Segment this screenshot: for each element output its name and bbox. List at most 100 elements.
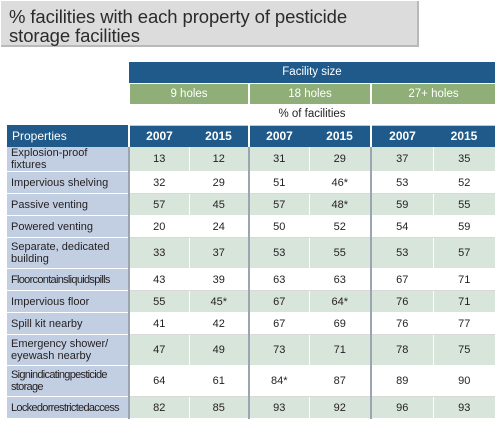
row-label: Lockedorrestrictedaccess <box>7 396 129 419</box>
table-row: Spill kit nearby 41 42 67 69 76 77 <box>7 312 495 335</box>
row-label: Impervious floor <box>7 290 129 313</box>
table-cell: 53 <box>248 237 309 269</box>
table-row: Impervious shelving 32 29 51 46* 53 52 <box>7 171 495 194</box>
table-cell: 63 <box>248 268 309 291</box>
table-cell: 55 <box>432 193 495 216</box>
table-cell: 59 <box>370 193 433 216</box>
page-title-line-1: % facilities with each property of pesti… <box>9 6 348 27</box>
table-cell: 73 <box>248 334 309 366</box>
table-cell: 41 <box>128 312 189 335</box>
table-row: Powered venting 20 24 50 52 54 59 <box>7 215 495 238</box>
table-cell: 13 <box>128 147 189 172</box>
table-cell: 53 <box>370 171 433 194</box>
table-cell: 49 <box>188 334 249 366</box>
table-cell: 67 <box>248 290 309 313</box>
table-cell: 93 <box>248 396 309 419</box>
year-header: 2007 <box>370 125 433 147</box>
table-cell: 37 <box>188 237 249 269</box>
row-label: Powered venting <box>7 215 129 238</box>
table-cell: 57 <box>432 237 495 269</box>
table-cell: 55 <box>308 237 371 269</box>
table-cell: 51 <box>248 171 309 194</box>
table-cell: 71 <box>308 334 371 366</box>
row-label: Floorcontainsliquidspills <box>7 268 129 291</box>
table-cell: 37 <box>370 147 433 172</box>
table-cell: 85 <box>188 396 249 419</box>
table-cell: 52 <box>432 171 495 194</box>
group-header-27-holes: 27+ holes <box>370 83 495 104</box>
row-label: Impervious shelving <box>7 171 129 194</box>
table-cell: 53 <box>370 237 433 269</box>
title-box: % facilities with each property of pesti… <box>1 1 419 47</box>
table-cell: 46* <box>308 171 371 194</box>
table-cell: 42 <box>188 312 249 335</box>
table-cell: 76 <box>370 290 433 313</box>
table-row: Explosion-proof fixtures 13 12 31 29 37 … <box>7 147 495 172</box>
table-cell: 55 <box>128 290 189 313</box>
table-cell: 90 <box>432 365 495 397</box>
table-cell: 96 <box>370 396 433 419</box>
table-cell: 75 <box>432 334 495 366</box>
header-spacer <box>7 104 129 125</box>
table-cell: 35 <box>432 147 495 172</box>
properties-header: Properties <box>7 125 129 147</box>
table-cell: 84* <box>248 365 309 397</box>
table-cell: 24 <box>188 215 249 238</box>
row-label: Separate, dedicated building <box>7 237 129 269</box>
table-cell: 71 <box>432 268 495 291</box>
row-label: Emergency shower/ eyewash nearby <box>7 334 129 366</box>
table-cell: 71 <box>432 290 495 313</box>
table-cell: 12 <box>188 147 249 172</box>
row-label: Passive venting <box>7 193 129 216</box>
facilities-table: Facility size 9 holes 18 holes 27+ holes… <box>7 62 495 419</box>
table-cell: 31 <box>248 147 309 172</box>
table-cell: 50 <box>248 215 309 238</box>
table-cell: 45 <box>188 193 249 216</box>
page-title-line-2: storage facilities <box>9 25 140 46</box>
table-cell: 64 <box>128 365 189 397</box>
table-row: Emergency shower/ eyewash nearby 47 49 7… <box>7 334 495 366</box>
table-row: Impervious floor 55 45* 67 64* 76 71 <box>7 290 495 313</box>
table-cell: 32 <box>128 171 189 194</box>
year-header: 2015 <box>433 125 495 147</box>
row-label: Explosion-proof fixtures <box>7 147 129 172</box>
table-cell: 59 <box>432 215 495 238</box>
table-row: Signindicatingpesticide storage 64 61 84… <box>7 365 495 397</box>
header-spacer <box>7 62 129 83</box>
table-cell: 54 <box>370 215 433 238</box>
year-header: 2007 <box>248 125 309 147</box>
table-cell: 87 <box>308 365 371 397</box>
year-header: 2007 <box>128 125 189 147</box>
table-cell: 78 <box>370 334 433 366</box>
table-row: Separate, dedicated building 33 37 53 55… <box>7 237 495 269</box>
table-cell: 20 <box>128 215 189 238</box>
table-cell: 89 <box>370 365 433 397</box>
group-header-18-holes: 18 holes <box>248 83 371 104</box>
table-cell: 76 <box>370 312 433 335</box>
table-cell: 63 <box>308 268 371 291</box>
table-row: Passive venting 57 45 57 48* 59 55 <box>7 193 495 216</box>
table-cell: 93 <box>432 396 495 419</box>
table-cell: 92 <box>308 396 371 419</box>
table-cell: 77 <box>432 312 495 335</box>
row-label: Signindicatingpesticide storage <box>7 365 129 397</box>
group-header-9-holes: 9 holes <box>128 83 249 104</box>
year-header: 2015 <box>309 125 371 147</box>
table-cell: 39 <box>188 268 249 291</box>
table-cell: 52 <box>308 215 371 238</box>
table-cell: 29 <box>188 171 249 194</box>
table-cell: 57 <box>128 193 189 216</box>
table-cell: 61 <box>188 365 249 397</box>
year-header: 2015 <box>189 125 249 147</box>
table-cell: 45* <box>188 290 249 313</box>
table-row: Lockedorrestrictedaccess 82 85 93 92 96 … <box>7 396 495 419</box>
table-cell: 43 <box>128 268 189 291</box>
row-label: Spill kit nearby <box>7 312 129 335</box>
percent-label: % of facilities <box>129 104 495 126</box>
table-cell: 67 <box>248 312 309 335</box>
table-cell: 47 <box>128 334 189 366</box>
table-cell: 67 <box>370 268 433 291</box>
table-cell: 64* <box>308 290 371 313</box>
table-row: Floorcontainsliquidspills 43 39 63 63 67… <box>7 268 495 291</box>
table-cell: 82 <box>128 396 189 419</box>
